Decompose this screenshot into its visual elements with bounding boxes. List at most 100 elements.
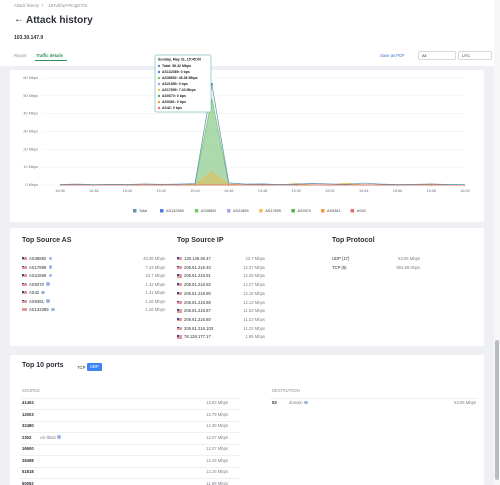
legend-swatch[interactable] [350,209,355,213]
help-icon [51,307,55,311]
tooltip-dot [157,94,161,98]
export-button[interactable]: Save as PDF [380,53,405,58]
ip-rate: 12.37 Mbps [243,264,265,270]
ip-rate: 11.22 Mbps [243,325,265,331]
x-tick-label: 15:54 [359,189,369,193]
as-name: AS132389 [29,307,49,312]
top-lists-card [10,228,484,346]
flag-canton [22,282,25,285]
timezone-dropdown[interactable]: UTC [458,51,492,60]
ip-address: 206.61.216.91 [184,273,211,279]
legend-swatch[interactable] [133,209,137,213]
as-rate: 7.43 Mbps [145,264,165,270]
tab-underline [35,60,67,61]
traffic-chart: 0 Mbps 10 Mbps 20 Mbps 30 Mbps 40 Mbps 50 Mbp… [23,54,470,213]
protocol-rate: 54.05 Mbps [398,256,420,261]
section-title: Top Source AS [22,237,72,244]
x-tick-label: 15:38 [89,189,99,193]
legend-swatch[interactable] [291,209,295,213]
flag-icon [22,299,27,303]
as-name: AS21859 [29,273,47,278]
port-number: 53 [272,400,277,405]
legend-label[interactable]: AS17899 [265,209,281,213]
ip-address: 78.128.177.17 [184,334,211,340]
ip-rate: 12.27 Mbps [243,282,265,288]
series-area [60,84,465,185]
port-rate: 54.05 Mbps [454,400,476,405]
flag-canton [177,317,180,320]
help-icon [48,273,52,277]
row-divider [20,466,240,467]
legend-label[interactable]: AS42 [357,209,366,213]
as-rate: 1.31 Mbps [145,290,165,295]
legend-label[interactable]: AS21859 [233,209,249,213]
tooltip-row: AS21859: 0 bps [162,82,188,86]
legend-swatch[interactable] [227,209,231,213]
flag-icon [177,265,182,270]
flag-canton [177,309,180,311]
help-icon [41,290,45,294]
filter-dropdown[interactable]: All [418,51,456,60]
breadcrumb-separator: / [42,3,44,8]
flag-icon [177,317,182,322]
protocol-name: UDP (17) [332,256,350,261]
help-icon [48,256,52,260]
x-tick-label: 15:50 [291,189,301,193]
ip-address: 206.61.216.86 [184,299,211,305]
legend-label[interactable]: AS132389 [166,209,184,213]
port-rate: 12.38 Mbps [206,423,228,428]
ip-rate: 12.13 Mbps [243,299,265,305]
port-number: 41404 [22,400,34,405]
flag-icon [177,274,182,278]
tooltip-dot [157,106,161,110]
legend-label[interactable]: AS38892 [201,209,217,213]
legend-label[interactable]: AS9381 [327,209,341,213]
row-divider [20,420,240,421]
port-number: 32480 [22,423,34,428]
port-rate: 12.15 Mbps [206,469,228,474]
row-divider [20,478,240,479]
tooltip-title: Sunday, May 31, 15:45:00 [158,57,201,61]
x-tick-label: 15:48 [258,189,268,193]
back-arrow[interactable]: ← [14,14,24,25]
legend-label[interactable]: AS9370 [297,209,311,213]
flag-canton [177,274,180,277]
tooltip-row: Total: 56.42 Mbps [162,64,191,68]
x-tick-label: 15:36 [55,189,65,193]
tooltip-row: AS9381: 0 bps [162,100,186,104]
ip-rate: 12.36 Mbps [243,273,265,279]
legend-swatch[interactable] [160,209,164,213]
protocol-rate: 653.69 Kbps [396,264,420,270]
ip-rate: 23.7 Mbps [245,256,265,261]
section-title: Top Source IP [177,237,224,244]
legend-swatch[interactable] [259,209,263,213]
port-number: 16500 [22,446,34,451]
y-tick-label: 0 Mbps [26,183,39,187]
section-title: Top 10 ports [22,362,64,369]
legend-swatch[interactable] [321,209,325,213]
scrollbar-thumb[interactable] [495,340,499,480]
help-icon [46,299,50,303]
port-rate: 12.79 Mbps [206,411,228,417]
legend-swatch[interactable] [194,209,199,213]
ports-card [10,355,484,485]
flag-canton [177,326,180,329]
tab[interactable]: Report [14,53,27,58]
ip-address: 206.61.216.40 [184,264,211,270]
row-divider [20,443,240,444]
chart-card [10,70,484,222]
scrollbar[interactable] [494,0,500,485]
ip-address: 206.61.216.80 [184,316,211,322]
breadcrumb[interactable]: Attack history [14,3,40,8]
tab-active[interactable]: Traffic details [36,53,63,58]
legend-label[interactable]: Total [139,209,147,213]
as-rate: 23.7 Mbps [145,273,165,278]
y-tick-label: 10 Mbps [23,165,38,169]
y-tick-label: 60 Mbps [23,76,38,80]
protocol-toggle-active[interactable]: UDP [87,363,102,371]
series-area [60,171,465,185]
y-tick-label: 30 Mbps [23,130,38,134]
ip-rate: 1.85 Mbps [245,334,265,340]
ip-address: 206.61.216.103 [184,325,214,331]
protocol-toggle[interactable]: TCP [77,365,86,370]
